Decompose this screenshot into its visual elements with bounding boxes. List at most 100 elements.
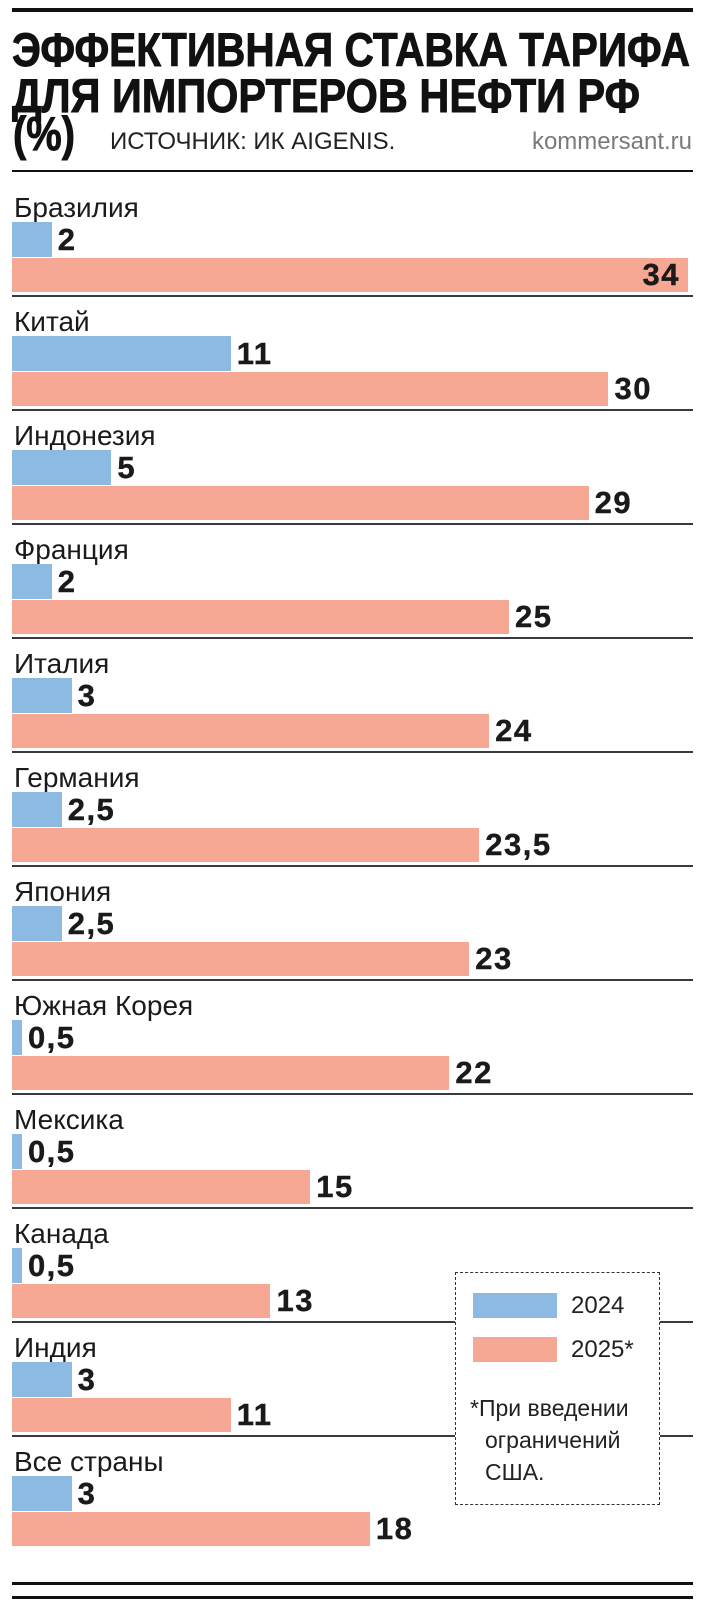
bar-2025 <box>12 1398 231 1432</box>
bar-2024 <box>12 1020 22 1055</box>
bar-2024 <box>12 906 62 941</box>
value-label-2025: 11 <box>236 1397 273 1432</box>
value-label-2024: 2 <box>57 222 77 257</box>
bar-2025 <box>12 258 688 292</box>
value-label-2024: 2 <box>57 564 77 599</box>
category-label: Канада <box>14 1218 109 1249</box>
group-divider <box>12 523 693 525</box>
footnote-line-3: США. <box>485 1459 545 1485</box>
value-label-2025: 29 <box>594 485 633 520</box>
chart-title: ЭФФЕКТИВНАЯ СТАВКА ТАРИФА ДЛЯ ИМПОРТЕРОВ… <box>12 23 691 161</box>
bar-2024 <box>12 678 72 713</box>
value-label-2025: 23,5 <box>485 827 552 862</box>
bar-2024 <box>12 1362 72 1397</box>
category-label: Индия <box>14 1332 97 1363</box>
value-label-2024: 0,5 <box>27 1020 76 1055</box>
header-rule <box>12 170 693 172</box>
bar-2024 <box>12 1134 22 1169</box>
category-group-1: Бразилия 2 34 <box>0 182 720 297</box>
value-label-2024: 2,5 <box>67 906 116 941</box>
category-label: Мексика <box>14 1104 124 1135</box>
category-group-5: Италия 3 24 <box>0 638 720 753</box>
site-credit: kommersant.ru <box>531 128 692 155</box>
bar-2025 <box>12 600 510 634</box>
bar-2025 <box>12 942 470 976</box>
category-label: Италия <box>14 648 110 679</box>
group-divider <box>12 1207 693 1209</box>
group-divider <box>12 295 693 297</box>
value-label-2025: 30 <box>614 371 652 406</box>
group-divider <box>12 409 693 411</box>
value-label-2024: 3 <box>77 1362 97 1397</box>
category-group-2: Китай 11 30 <box>0 296 720 411</box>
value-label-2024: 3 <box>77 1476 97 1511</box>
category-group-7: Япония 2,5 23 <box>0 866 720 981</box>
value-label-2024: 11 <box>236 336 273 371</box>
footer-rule-upper <box>12 1582 693 1585</box>
value-label-2024: 5 <box>117 450 137 485</box>
value-label-2024: 0,5 <box>27 1134 76 1169</box>
category-group-12: Все страны 3 18 <box>0 1436 720 1550</box>
category-label: Южная Корея <box>14 990 194 1021</box>
footnote-line-1: *При введении <box>470 1395 629 1421</box>
legend: 2024 2025* *При введении ограничений США… <box>455 1272 660 1505</box>
value-label-2025: 34 <box>642 257 680 292</box>
category-label: Япония <box>14 876 112 907</box>
legend-label-2025: 2025* <box>571 1336 634 1363</box>
value-label-2024: 2,5 <box>67 792 116 827</box>
category-label: Китай <box>14 306 90 337</box>
footnote-line-2: ограничений <box>485 1427 621 1453</box>
value-label-2025: 15 <box>316 1169 354 1204</box>
legend-label-2024: 2024 <box>571 1292 625 1319</box>
value-label-2025: 18 <box>375 1511 414 1546</box>
value-label-2025: 13 <box>276 1283 314 1318</box>
group-divider <box>12 865 693 867</box>
plot-area: Бразилия 2 34 Китай 11 30 Индонезия 5 29 Франция 2… <box>0 182 720 1550</box>
footer-rule-lower <box>12 1596 693 1599</box>
category-label: Индонезия <box>14 420 156 451</box>
value-label-2024: 0,5 <box>27 1248 76 1283</box>
bar-2024 <box>12 564 52 599</box>
category-group-8: Южная Корея 0,5 22 <box>0 980 720 1095</box>
category-label: Германия <box>14 762 140 793</box>
bar-2025 <box>12 714 490 748</box>
bar-2025 <box>12 1512 370 1546</box>
bar-2025 <box>12 1170 311 1204</box>
group-divider <box>12 1435 693 1437</box>
bar-2024 <box>12 792 62 827</box>
chart-title-line-3: (%) <box>13 107 75 160</box>
category-group-4: Франция 2 25 <box>0 524 720 639</box>
bar-2025 <box>12 1056 450 1090</box>
chart-title-line-2: ДЛЯ ИМПОРТЕРОВ НЕФТИ РФ <box>12 69 640 122</box>
category-group-10: Канада 0,5 13 <box>0 1208 720 1323</box>
bar-2025 <box>12 372 609 406</box>
value-label-2025: 25 <box>515 599 553 634</box>
bar-2024 <box>12 450 112 485</box>
bar-2024 <box>12 1476 72 1511</box>
value-label-2025: 22 <box>455 1055 493 1090</box>
group-divider <box>12 979 693 981</box>
category-group-9: Мексика 0,5 15 <box>0 1094 720 1209</box>
value-label-2025: 23 <box>475 941 513 976</box>
bar-2024 <box>12 336 231 371</box>
category-label: Франция <box>14 534 129 565</box>
category-group-6: Германия 2,5 23,5 <box>0 752 720 867</box>
category-group-11: Индия 3 11 <box>0 1322 720 1437</box>
bar-2024 <box>12 222 52 257</box>
group-divider <box>12 1321 693 1323</box>
group-divider <box>12 1093 693 1095</box>
group-divider <box>12 751 693 753</box>
chart-title-line-1: ЭФФЕКТИВНАЯ СТАВКА ТАРИФА <box>12 23 690 76</box>
bar-2025 <box>12 1284 271 1318</box>
category-group-3: Индонезия 5 29 <box>0 410 720 525</box>
value-label-2025: 24 <box>495 713 533 748</box>
value-label-2024: 3 <box>77 678 97 713</box>
group-divider <box>12 637 693 639</box>
source-note: ИСТОЧНИК: ИК AIGENIS. <box>110 128 396 155</box>
legend-swatch-2025 <box>473 1337 557 1362</box>
top-rule <box>12 8 693 12</box>
bar-2025 <box>12 486 589 520</box>
category-label: Бразилия <box>14 192 139 223</box>
legend-swatch-2024 <box>473 1293 557 1318</box>
